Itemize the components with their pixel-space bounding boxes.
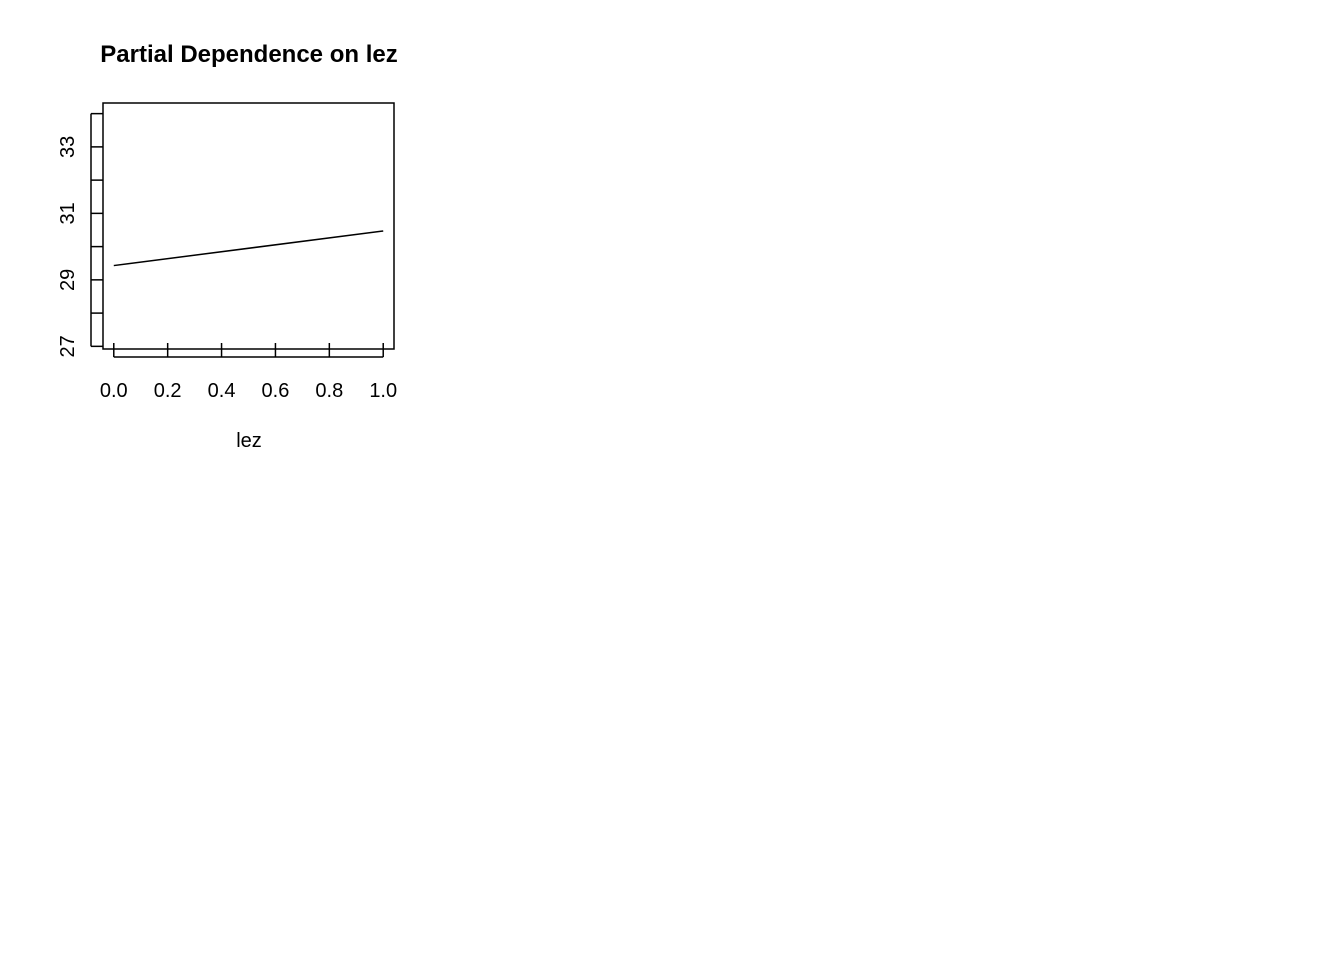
y-tick-label: 29 xyxy=(57,269,79,291)
x-tick-label: 0.8 xyxy=(315,380,343,402)
plot-frame xyxy=(102,102,395,350)
series-line xyxy=(113,230,384,267)
x-axis: 0.0 0.2 0.4 0.6 0.8 1.0 xyxy=(100,343,397,402)
x-axis-label: lez xyxy=(236,430,262,452)
y-axis: 27 29 31 33 xyxy=(57,112,103,357)
series-layer xyxy=(113,230,384,267)
y-tick-label: 27 xyxy=(57,335,79,357)
x-tick-label: 0.6 xyxy=(262,380,290,402)
x-tick-label: 0.0 xyxy=(100,380,128,402)
y-tick-label: 31 xyxy=(57,202,79,224)
y-tick-label: 33 xyxy=(57,136,79,158)
x-tick-label: 0.4 xyxy=(208,380,236,402)
x-tick-label: 1.0 xyxy=(369,380,397,402)
chart-title: Partial Dependence on lez xyxy=(100,41,397,68)
x-tick-label: 0.2 xyxy=(154,380,182,402)
